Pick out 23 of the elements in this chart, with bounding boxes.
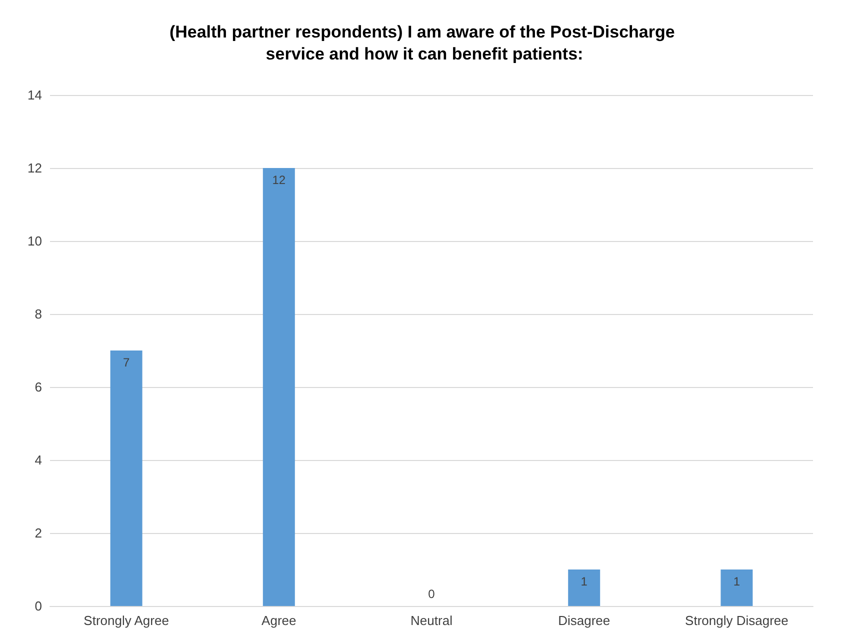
y-tick-label: 2 (34, 526, 42, 540)
x-tick-label: Disagree (558, 613, 610, 628)
x-tick-label: Strongly Disagree (685, 613, 788, 628)
x-tick-label: Neutral (410, 613, 453, 628)
y-tick-label: 8 (34, 306, 42, 322)
y-tick-label: 12 (28, 160, 42, 176)
bar (720, 570, 753, 606)
y-tick-label: 6 (34, 380, 42, 394)
y-tick-label: 14 (28, 88, 42, 102)
bar (262, 168, 295, 606)
y-tick-label: 4 (34, 452, 42, 468)
data-label: 7 (122, 356, 130, 370)
y-tick-label: 0 (34, 598, 42, 614)
bar (568, 570, 600, 606)
data-label: 0 (428, 587, 436, 601)
x-tick-label: Strongly Agree (84, 613, 169, 628)
y-tick-label: 10 (28, 234, 42, 248)
data-label: 12 (272, 173, 286, 187)
bar (110, 350, 142, 606)
data-label: 1 (733, 574, 740, 588)
data-label: 1 (580, 574, 588, 588)
x-tick-label: Agree (262, 613, 296, 628)
chart-title: (Health partner respondents) I am aware of the Post-Discharge service and how it can benefit patients: (169, 22, 680, 64)
